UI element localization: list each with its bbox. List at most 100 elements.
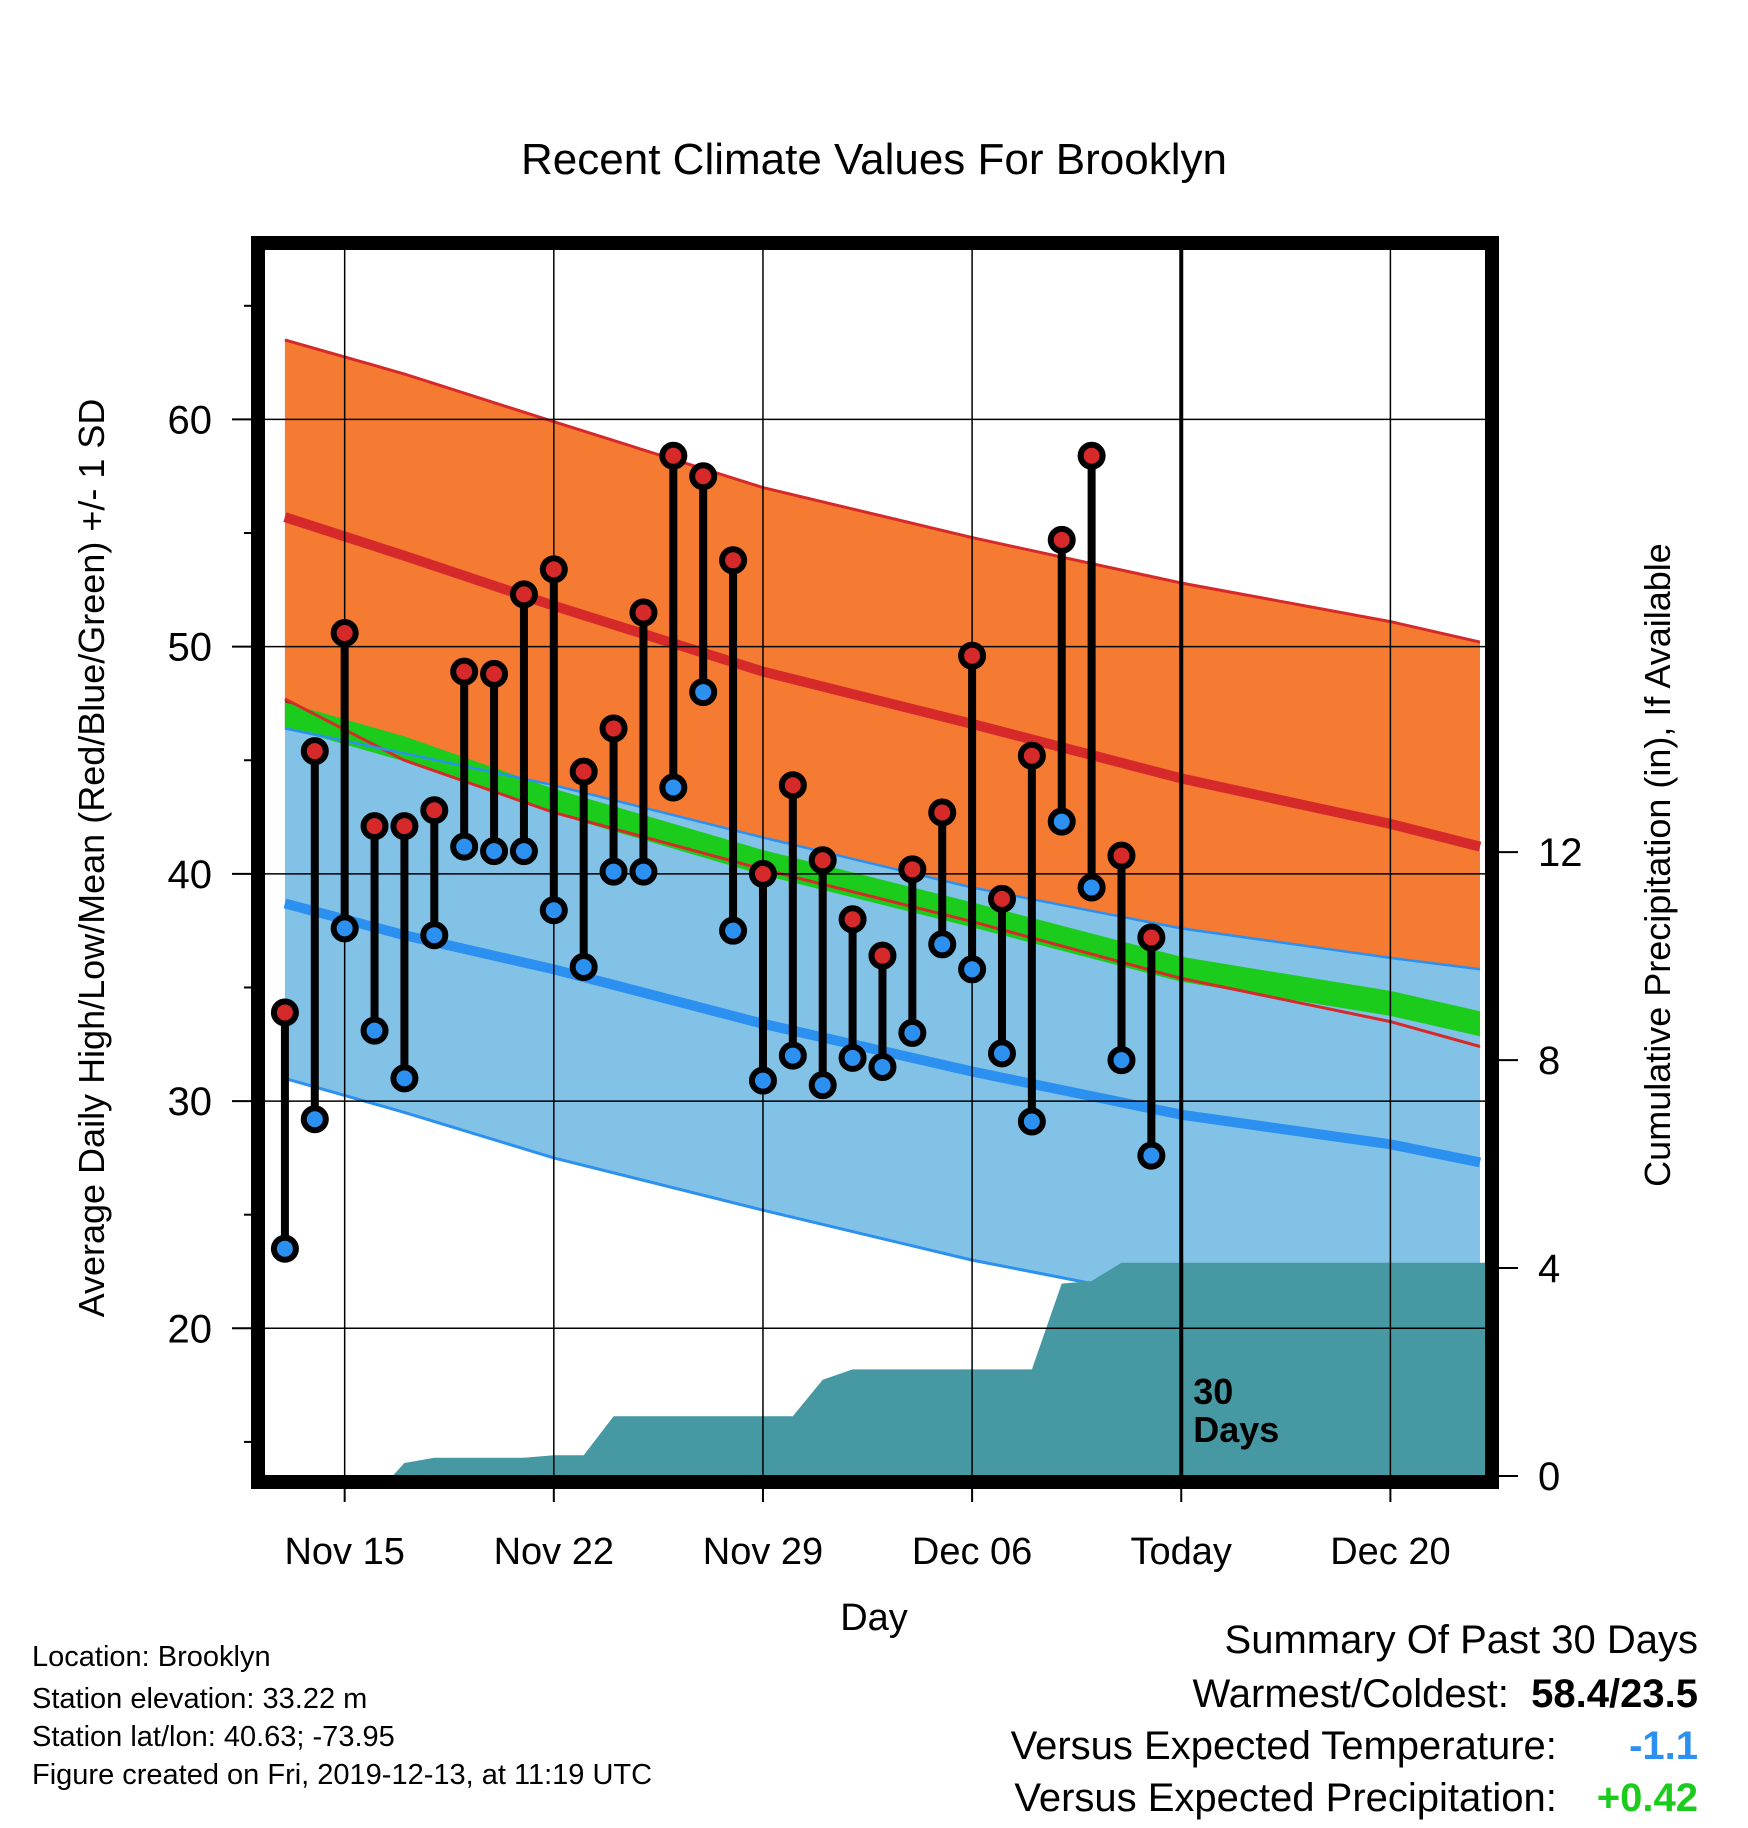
y-tick-label: 50 xyxy=(168,626,213,670)
obs-high-point xyxy=(958,641,987,670)
obs-low-point xyxy=(838,1043,867,1072)
x-axis-label: Day xyxy=(840,1597,908,1639)
obs-low-point xyxy=(1137,1141,1166,1170)
obs-low-point xyxy=(330,914,359,943)
obs-low-point xyxy=(1077,873,1106,902)
obs-high-point xyxy=(1017,741,1046,770)
info-created: Figure created on Fri, 2019-12-13, at 11… xyxy=(32,1759,653,1791)
y2-tick-label: 8 xyxy=(1538,1039,1560,1083)
obs-high-point xyxy=(629,598,658,627)
warm-cold-value: 58.4/23.5 xyxy=(1531,1672,1698,1716)
y2-tick-label: 12 xyxy=(1538,831,1583,875)
obs-high-point xyxy=(300,737,329,766)
precip-label: Versus Expected Precipitation: xyxy=(1014,1776,1557,1820)
obs-low-point xyxy=(868,1053,897,1081)
obs-low-point xyxy=(987,1039,1016,1068)
obs-low-point xyxy=(719,916,748,945)
obs-low-point xyxy=(450,832,479,861)
obs-low-point xyxy=(1047,807,1076,836)
x-tick-label: Today xyxy=(1131,1531,1232,1573)
obs-low-point xyxy=(270,1234,299,1263)
obs-high-point xyxy=(1137,923,1166,952)
obs-high-point xyxy=(748,859,777,888)
obs-low-point xyxy=(480,837,509,866)
obs-high-point xyxy=(450,657,479,686)
obs-high-point xyxy=(659,441,688,470)
info-latlon: Station lat/lon: 40.63; -73.95 xyxy=(32,1721,395,1753)
obs-low-point xyxy=(1107,1046,1136,1075)
temp-label: Versus Expected Temperature: xyxy=(1010,1724,1557,1768)
normal-high-line xyxy=(283,512,1482,852)
obs-low-point xyxy=(778,1041,807,1070)
high-minus-sd-line xyxy=(284,697,1481,1048)
low-plus-sd-line xyxy=(284,727,1481,971)
obs-high-point xyxy=(330,619,359,648)
obs-low-point xyxy=(599,857,628,886)
obs-low-point xyxy=(390,1064,419,1093)
obs-high-point xyxy=(1107,841,1136,870)
high-plus-sd-line xyxy=(284,338,1481,644)
precip-area xyxy=(264,1262,1486,1476)
obs-high-point xyxy=(838,905,867,934)
obs-low-point xyxy=(509,837,538,866)
obs-high-point xyxy=(360,812,389,841)
warm-cold-label: Warmest/Coldest: xyxy=(1192,1672,1509,1716)
obs-low-point xyxy=(928,930,957,959)
obs-high-point xyxy=(569,757,598,786)
obs-low-point xyxy=(300,1105,329,1134)
obs-low-point xyxy=(1017,1107,1046,1136)
obs-low-point xyxy=(659,773,688,802)
obs-high-point xyxy=(509,580,538,609)
obs-high-point xyxy=(480,659,509,688)
obs-high-point xyxy=(987,884,1016,913)
obs-high-point xyxy=(719,546,748,575)
info-elevation: Station elevation: 33.22 m xyxy=(32,1683,368,1715)
plot-frame xyxy=(251,236,1499,1489)
obs-low-point xyxy=(748,1066,777,1095)
x-tick-label: Nov 15 xyxy=(284,1531,404,1573)
obs-high-point xyxy=(539,555,568,584)
obs-high-point xyxy=(420,796,449,825)
summary-title: Summary Of Past 30 Days xyxy=(1224,1618,1698,1662)
obs-low-point xyxy=(898,1018,927,1047)
precip-value: +0.42 xyxy=(1596,1776,1698,1820)
x-tick-label: Dec 06 xyxy=(912,1531,1032,1573)
y2-tick-label: 4 xyxy=(1538,1247,1560,1291)
info-location: Location: Brooklyn xyxy=(32,1641,271,1673)
y2-tick-label: 0 xyxy=(1538,1455,1560,1499)
obs-high-point xyxy=(1077,441,1106,470)
obs-low-point xyxy=(629,857,658,886)
obs-high-point xyxy=(808,846,837,875)
x-tick-label: Nov 29 xyxy=(703,1531,823,1573)
obs-high-point xyxy=(1047,525,1076,554)
obs-high-point xyxy=(928,798,957,827)
obs-low-point xyxy=(808,1071,837,1100)
obs-low-point xyxy=(689,678,718,707)
y-tick-label: 60 xyxy=(168,398,213,442)
today-marker-label: 30 xyxy=(1193,1371,1233,1412)
x-tick-label: Nov 22 xyxy=(494,1531,614,1573)
obs-high-point xyxy=(868,941,897,970)
mean-band xyxy=(284,702,1480,1037)
y-tick-label: 30 xyxy=(168,1080,213,1124)
obs-low-point xyxy=(958,955,987,984)
y-tick-label: 20 xyxy=(168,1307,213,1351)
obs-high-point xyxy=(778,771,807,800)
obs-high-point xyxy=(599,714,628,743)
obs-low-point xyxy=(569,953,598,982)
obs-low-point xyxy=(420,921,449,950)
obs-high-point xyxy=(689,462,718,491)
x-tick-label: Dec 20 xyxy=(1330,1531,1450,1573)
y-axis-label: Average Daily High/Low/Mean (Red/Blue/Gr… xyxy=(71,399,112,1318)
temp-value: -1.1 xyxy=(1629,1724,1698,1768)
obs-low-point xyxy=(539,896,568,925)
station-info: Location: Brooklyn Station elevation: 33… xyxy=(32,1640,652,1792)
today-marker-label: Days xyxy=(1193,1409,1279,1450)
y-tick-label: 40 xyxy=(168,853,213,897)
obs-high-point xyxy=(270,998,299,1027)
obs-high-point xyxy=(390,812,419,841)
obs-low-point xyxy=(360,1016,389,1045)
y2-axis-label: Cumulative Precipitation (in), If Availa… xyxy=(1637,543,1678,1187)
